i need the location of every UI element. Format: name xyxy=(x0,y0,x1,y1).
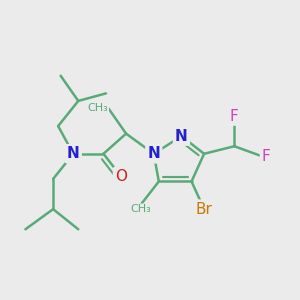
Text: Br: Br xyxy=(196,202,212,217)
Text: N: N xyxy=(147,146,160,161)
Text: O: O xyxy=(115,169,127,184)
Text: N: N xyxy=(175,129,188,144)
Text: N: N xyxy=(67,146,80,161)
Text: CH₃: CH₃ xyxy=(88,103,109,113)
Text: F: F xyxy=(230,109,239,124)
Text: F: F xyxy=(262,149,271,164)
Text: CH₃: CH₃ xyxy=(131,204,152,214)
